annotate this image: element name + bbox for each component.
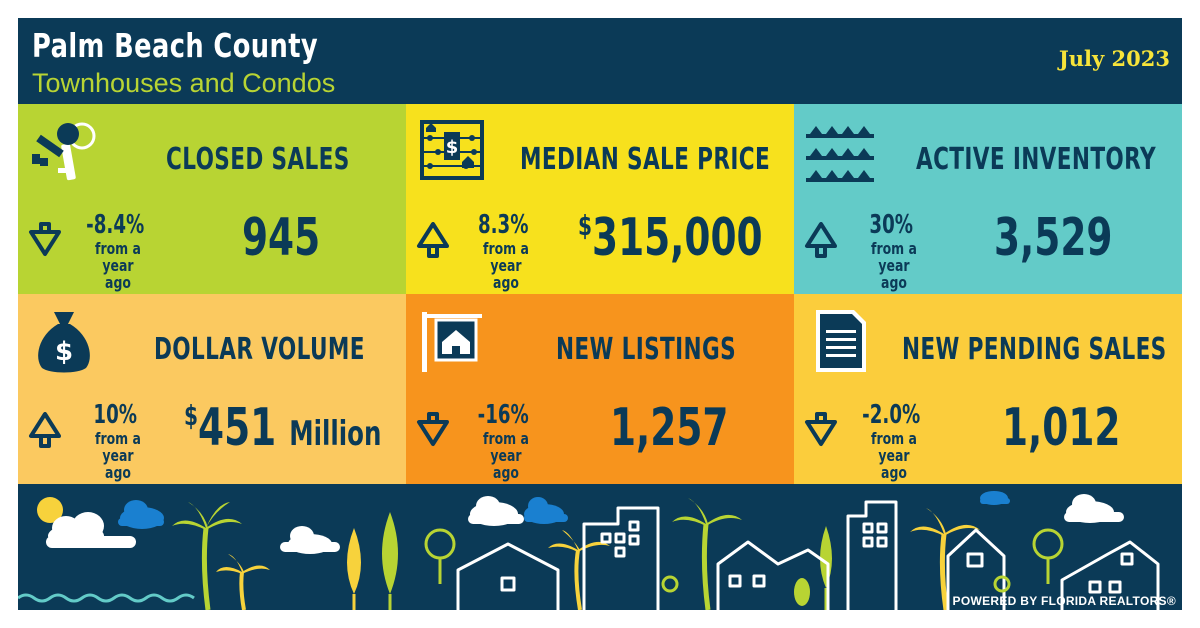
tree-icon <box>424 528 456 584</box>
city-scene: POWERED BY FLORIDA REALTORS® <box>18 484 1182 610</box>
metric-unit: Million <box>289 414 382 454</box>
tree-icon <box>1032 528 1064 584</box>
header: Palm Beach County Townhouses and Condos … <box>18 18 1182 104</box>
tile-closed-sales: CLOSED SALES -8.4% from a year ago 945 <box>18 104 406 294</box>
page-subtitle: Townhouses and Condos <box>32 68 336 98</box>
tree-icon <box>794 578 810 606</box>
water-wave <box>18 593 195 603</box>
change-note: from a year ago <box>483 239 529 292</box>
cloud-icon <box>524 497 568 524</box>
tile-title: NEW LISTINGS <box>556 332 736 367</box>
cloud-icon <box>468 496 524 526</box>
palm-tree-icon <box>548 530 610 610</box>
metric-number: 945 <box>242 208 321 268</box>
change-note: from a year ago <box>871 429 917 482</box>
tile-title: ACTIVE INVENTORY <box>916 142 1156 177</box>
cloud-icon <box>280 526 340 554</box>
metric-number: 451 <box>198 398 277 458</box>
house-icon <box>1060 540 1160 610</box>
for-sale-sign-icon <box>422 312 482 372</box>
infographic: Palm Beach County Townhouses and Condos … <box>18 18 1182 610</box>
tile-active-inventory: ACTIVE INVENTORY 30% from a year ago 3,5… <box>794 104 1182 294</box>
bush-icon <box>661 575 679 593</box>
tile-title: DOLLAR VOLUME <box>154 332 365 367</box>
houses-shelf-icon <box>806 126 874 182</box>
document-icon <box>816 310 866 372</box>
keys-icon <box>32 122 96 181</box>
building-icon <box>582 506 660 610</box>
sun-icon <box>37 497 63 523</box>
change-percent: -16% <box>477 400 529 430</box>
metric-number: 3,529 <box>994 208 1113 268</box>
skyline-illustration <box>18 491 1160 610</box>
currency-symbol: $ <box>578 209 593 242</box>
house-icon <box>456 542 560 610</box>
abacus-icon: $ <box>420 120 484 180</box>
currency-symbol: $ <box>184 399 199 432</box>
change-percent: 30% <box>869 210 913 240</box>
svg-text:$: $ <box>55 337 73 367</box>
palm-tree-icon <box>910 508 980 610</box>
change-note: from a year ago <box>483 429 529 482</box>
arrow-down-icon <box>805 412 837 446</box>
powered-by-credit: POWERED BY FLORIDA REALTORS® <box>952 594 1176 608</box>
building-icon <box>846 500 898 610</box>
arrow-up-icon <box>417 222 449 258</box>
metric-value: 3,529 <box>994 208 1112 268</box>
metric-value: $315,000 <box>578 208 763 268</box>
change-percent: 8.3% <box>477 210 529 240</box>
change-group: 30% from a year ago <box>804 210 954 291</box>
tile-new-pending-sales: NEW PENDING SALES -2.0% from a year ago … <box>794 294 1182 484</box>
change-percent: 10% <box>93 400 137 430</box>
tree-icon <box>347 528 361 610</box>
arrow-down-icon <box>29 222 61 256</box>
cloud-icon <box>118 500 164 529</box>
page-title: Palm Beach County <box>32 26 319 65</box>
tile-title: NEW PENDING SALES <box>902 332 1167 367</box>
cloud-icon <box>980 491 1010 505</box>
money-bag-icon: $ <box>38 312 90 373</box>
tree-icon <box>382 512 398 610</box>
change-group: -2.0% from a year ago <box>804 400 954 481</box>
change-percent: -2.0% <box>862 400 921 430</box>
change-note: from a year ago <box>95 429 141 482</box>
palm-tree-icon <box>672 498 742 610</box>
change-group: 8.3% from a year ago <box>416 210 566 291</box>
tile-dollar-volume: $ DOLLAR VOLUME 10% from a year ago $451… <box>18 294 406 484</box>
palm-tree-icon <box>216 554 270 610</box>
arrow-down-icon <box>417 412 449 446</box>
tree-icon <box>820 526 832 610</box>
house-icon <box>946 528 1006 610</box>
change-group: -8.4% from a year ago <box>28 210 178 291</box>
bush-icon <box>993 575 1011 593</box>
house-icon <box>716 540 830 610</box>
change-percent: -8.4% <box>86 210 145 240</box>
svg-text:$: $ <box>446 137 459 158</box>
arrow-up-icon <box>29 412 61 448</box>
cloud-icon <box>46 512 136 548</box>
change-note: from a year ago <box>95 239 141 292</box>
metric-number: 1,257 <box>610 398 729 458</box>
palm-tree-icon <box>172 502 242 610</box>
report-date: July 2023 <box>1058 46 1170 71</box>
change-group: 10% from a year ago <box>28 400 178 481</box>
tile-title: MEDIAN SALE PRICE <box>520 142 771 177</box>
cloud-icon <box>1064 494 1124 523</box>
change-note: from a year ago <box>871 239 917 292</box>
metric-value: 1,257 <box>610 398 728 458</box>
change-group: -16% from a year ago <box>416 400 566 481</box>
tile-median-sale-price: $ MEDIAN SALE PRICE 8.3% from a year ago… <box>406 104 794 294</box>
metric-value: 945 <box>242 208 320 268</box>
tile-new-listings: NEW LISTINGS -16% from a year ago 1,257 <box>406 294 794 484</box>
metric-value: $451 Million <box>184 398 381 458</box>
metric-number: 315,000 <box>592 208 763 268</box>
metric-value: 1,012 <box>1002 398 1120 458</box>
tile-title: CLOSED SALES <box>166 142 350 177</box>
arrow-up-icon <box>805 222 837 258</box>
metric-number: 1,012 <box>1002 398 1121 458</box>
